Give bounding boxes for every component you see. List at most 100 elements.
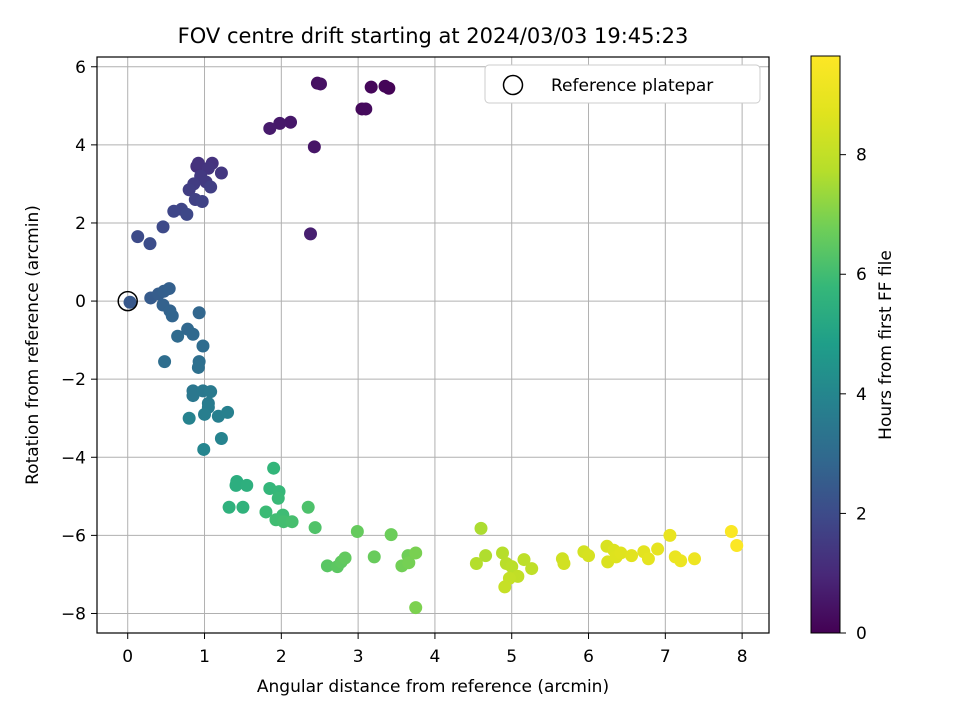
- x-tick-label: 0: [122, 647, 133, 667]
- y-tick-label: −4: [61, 448, 86, 468]
- y-axis-label: Rotation from reference (arcmin): [23, 205, 43, 485]
- data-point: [304, 227, 318, 241]
- data-point: [730, 539, 744, 553]
- data-point: [221, 405, 235, 419]
- x-tick-label: 4: [430, 647, 441, 667]
- data-point: [498, 580, 512, 594]
- y-tick-label: −2: [61, 370, 86, 390]
- data-point: [505, 560, 519, 574]
- data-point: [273, 116, 287, 130]
- data-point: [674, 554, 688, 568]
- data-point: [350, 524, 364, 538]
- data-point: [402, 556, 416, 570]
- data-point: [191, 156, 205, 170]
- y-axis: −8 −6 −4 −2 0 2 4 6: [61, 58, 97, 624]
- legend-marker: [502, 74, 524, 96]
- data-point: [222, 500, 236, 514]
- data-point: [204, 180, 218, 194]
- data-point: [469, 556, 483, 570]
- colorbar-gradient: [810, 55, 841, 634]
- data-point: [378, 79, 392, 93]
- y-tick-label: 4: [75, 136, 86, 156]
- data-point: [182, 411, 196, 425]
- scatter-points: [123, 76, 744, 615]
- data-point: [236, 500, 250, 514]
- data-point: [582, 549, 596, 563]
- legend-label: Reference platepar: [551, 76, 713, 96]
- data-point: [259, 505, 273, 519]
- data-point: [204, 385, 218, 399]
- data-point: [143, 237, 157, 251]
- reference-marker: [117, 290, 138, 312]
- y-tick-label: 0: [75, 292, 86, 312]
- data-point: [191, 360, 205, 374]
- colorbar-tick-label: 4: [856, 385, 867, 405]
- x-axis-label: Angular distance from reference (arcmin): [257, 677, 609, 697]
- data-point: [409, 546, 423, 560]
- colorbar-label: Hours from first FF file: [876, 250, 896, 440]
- y-tick-label: 6: [75, 58, 86, 78]
- x-tick-label: 2: [276, 647, 287, 667]
- x-tick-label: 7: [660, 647, 671, 667]
- data-point: [308, 521, 322, 535]
- data-point: [338, 551, 352, 565]
- data-point: [195, 194, 209, 208]
- data-point: [156, 220, 170, 234]
- x-axis: 0 1 2 3 4 5 6 7 8: [122, 633, 748, 667]
- data-point: [165, 309, 179, 323]
- data-point: [285, 515, 299, 529]
- data-point: [198, 407, 212, 421]
- data-point: [367, 550, 381, 564]
- colorbar-tick-label: 6: [856, 265, 867, 285]
- data-point: [186, 389, 200, 403]
- data-point: [267, 461, 281, 475]
- data-point: [525, 562, 539, 576]
- data-point: [359, 102, 373, 116]
- legend: Reference platepar: [484, 64, 761, 104]
- data-point: [186, 327, 200, 341]
- data-point: [364, 80, 378, 94]
- chart-title: FOV centre drift starting at 2024/03/03 …: [178, 24, 689, 48]
- y-tick-label: −6: [61, 526, 86, 546]
- data-point: [182, 183, 196, 197]
- x-tick-label: 5: [506, 647, 517, 667]
- x-tick-label: 8: [737, 647, 748, 667]
- data-point: [229, 478, 243, 492]
- x-tick-label: 1: [199, 647, 210, 667]
- colorbar-tick-label: 0: [856, 624, 867, 644]
- colorbar: 0 2 4 6 8 Hours from first FF file: [810, 55, 896, 644]
- y-tick-label: −8: [61, 604, 86, 624]
- reference-point: [117, 290, 138, 312]
- data-point: [301, 500, 315, 514]
- data-point: [123, 295, 137, 309]
- data-point: [517, 553, 531, 567]
- data-point: [320, 559, 334, 573]
- data-point: [158, 355, 172, 369]
- legend-box: [484, 64, 761, 104]
- colorbar-tick-label: 8: [856, 146, 867, 166]
- data-point: [214, 432, 228, 446]
- data-point: [474, 521, 488, 535]
- data-point: [614, 546, 628, 560]
- data-point: [641, 552, 655, 566]
- x-tick-label: 6: [583, 647, 594, 667]
- data-point: [214, 166, 228, 180]
- data-point: [197, 442, 211, 456]
- data-point: [196, 339, 210, 353]
- data-point: [663, 528, 677, 542]
- data-point: [496, 546, 510, 560]
- y-tick-label: 2: [75, 214, 86, 234]
- colorbar-tick-label: 2: [856, 504, 867, 524]
- data-point: [192, 306, 206, 320]
- data-point: [479, 549, 493, 563]
- colorbar-ticks: 0 2 4 6 8: [840, 146, 867, 644]
- data-point: [284, 115, 298, 129]
- data-point: [313, 77, 327, 91]
- data-point: [384, 528, 398, 542]
- data-point: [180, 207, 194, 221]
- data-point: [409, 601, 423, 615]
- data-point: [307, 140, 321, 154]
- data-point: [625, 549, 639, 563]
- data-point: [651, 542, 665, 556]
